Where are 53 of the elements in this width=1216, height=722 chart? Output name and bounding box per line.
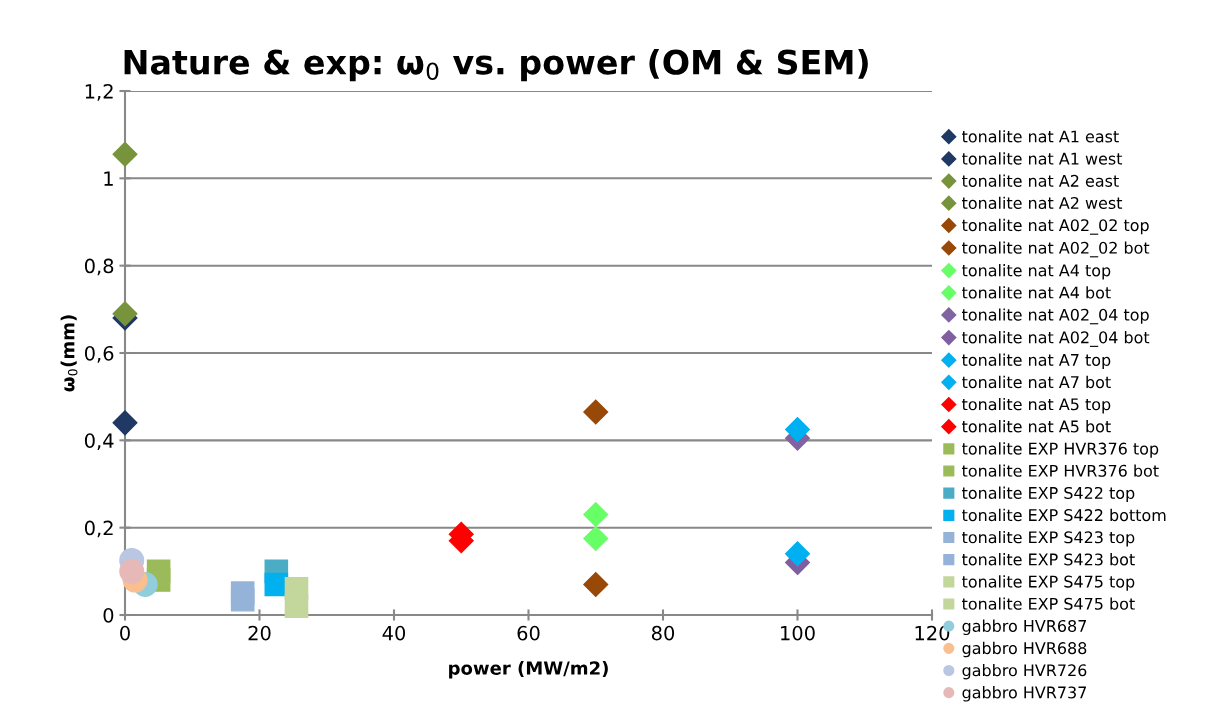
x-tick-label: 80 xyxy=(651,625,675,641)
legend-label: tonalite nat A4 bot xyxy=(962,286,1111,299)
legend-label: tonalite nat A4 top xyxy=(962,264,1111,280)
legend-label: tonalite EXP S423 bot xyxy=(962,553,1135,566)
legend-label: tonalite EXP S422 top xyxy=(962,486,1135,503)
legend-label: tonalite nat A2 east xyxy=(962,174,1119,187)
legend-label: tonalite nat A02_04 top xyxy=(962,308,1149,325)
point xyxy=(583,502,609,528)
legend-label: tonalite EXP S475 top xyxy=(962,575,1135,591)
x-tick-label: 40 xyxy=(382,625,406,641)
legend-label: gabbro HVR687 xyxy=(962,619,1087,636)
y-tick-label: 1 xyxy=(104,171,113,186)
legend-label: tonalite nat A02_02 bot xyxy=(962,241,1150,258)
legend-label: tonalite nat A1 west xyxy=(962,152,1123,165)
point xyxy=(785,541,810,567)
point xyxy=(112,410,138,436)
legend-label: tonalite nat A02_04 bot xyxy=(962,331,1150,347)
y-tick-label: 0,8 xyxy=(84,258,114,276)
point xyxy=(119,558,145,584)
legend-label: gabbro HVR688 xyxy=(962,641,1087,658)
x-tick-label: 20 xyxy=(248,625,271,641)
x-axis-title: power (MW/m2) xyxy=(449,660,608,679)
y-axis-title: ω$_{0}$(mm) xyxy=(60,315,78,392)
legend-label: tonalite EXP S422 bottom xyxy=(962,508,1166,522)
x-tick-label: 60 xyxy=(517,625,540,641)
legend-label: tonalite EXP HVR376 bot xyxy=(962,464,1159,477)
legend-label: tonalite nat A7 top xyxy=(962,353,1111,370)
legend-label: gabbro HVR726 xyxy=(962,663,1087,680)
legend-label: tonalite EXP S475 bot xyxy=(962,597,1135,610)
legend-label: tonalite nat A5 bot xyxy=(962,420,1111,433)
point xyxy=(583,399,609,425)
legend-label: tonalite EXP HVR376 top xyxy=(962,442,1159,458)
legend-label: tonalite nat A2 west xyxy=(962,196,1123,210)
legend-label: tonalite nat A7 bot xyxy=(962,375,1111,389)
legend-label: tonalite nat A1 east xyxy=(962,130,1119,143)
y-tick-label: 0 xyxy=(103,607,114,623)
legend-label: tonalite EXP S423 top xyxy=(962,530,1135,547)
y-tick-label: 1,2 xyxy=(85,83,113,101)
point xyxy=(284,576,309,601)
point xyxy=(583,526,609,552)
legend-label: tonalite nat A02_02 top xyxy=(962,218,1149,235)
legend-label: tonalite nat A5 top xyxy=(962,397,1111,414)
legend-label: gabbro HVR737 xyxy=(962,686,1087,702)
point xyxy=(785,416,810,442)
x-tick-label: 100 xyxy=(781,625,815,641)
point xyxy=(230,581,255,605)
y-tick-label: 0,6 xyxy=(84,345,114,363)
y-tick-label: 0,2 xyxy=(84,520,113,538)
point xyxy=(112,141,138,167)
y-tick-label: 0,4 xyxy=(84,433,114,450)
point xyxy=(583,571,609,597)
x-tick-label: 0 xyxy=(120,625,130,641)
chart-title: Nature & exp: ω$_{0}$ vs. power (OM & SEM) xyxy=(124,49,868,82)
